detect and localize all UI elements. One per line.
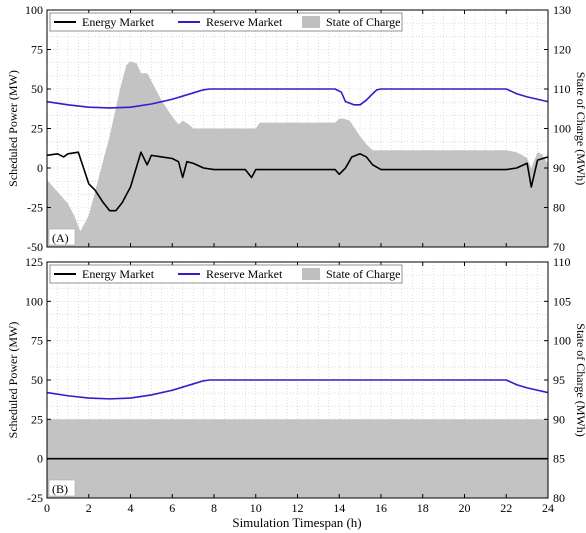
x-tick-label: 2 — [86, 501, 92, 515]
y-right-tick-label: 100 — [553, 334, 571, 348]
legend-label: Energy Market — [82, 267, 155, 281]
x-axis-title: Simulation Timespan (h) — [232, 515, 361, 530]
legend-label: State of Charge — [326, 15, 400, 29]
y-tick-label: 100 — [25, 294, 43, 308]
legend-label: Reserve Market — [206, 267, 283, 281]
y-right-tick-label: 105 — [553, 294, 571, 308]
x-tick-label: 4 — [128, 501, 134, 515]
y-right-tick-label: 70 — [553, 240, 565, 254]
legend-label: State of Charge — [326, 267, 400, 281]
panel-label: (A) — [52, 231, 69, 245]
y-tick-label: 0 — [37, 161, 43, 175]
legend: Energy Market Reserve Market State of Char… — [50, 265, 402, 283]
y-right-axis-title: State of Charge (MWh) — [574, 72, 586, 185]
y-axis-title: Scheduled Power (MW) — [6, 322, 20, 439]
y-right-tick-label: 80 — [553, 491, 565, 505]
y-tick-label: -25 — [27, 201, 43, 215]
y-tick-label: -50 — [27, 240, 43, 254]
y-tick-label: 50 — [31, 373, 43, 387]
y-right-tick-label: 90 — [553, 161, 565, 175]
y-right-tick-label: 85 — [553, 452, 565, 466]
legend: Energy Market Reserve Market State of Char… — [50, 13, 402, 31]
y-tick-label: 125 — [25, 255, 43, 269]
y-right-tick-label: 100 — [553, 122, 571, 136]
y-right-tick-label: 130 — [553, 3, 571, 17]
y-tick-label: 25 — [31, 122, 43, 136]
y-tick-label: 100 — [25, 3, 43, 17]
x-tick-label: 0 — [44, 501, 50, 515]
y-right-tick-label: 95 — [553, 373, 565, 387]
y-tick-label: 25 — [31, 412, 43, 426]
legend-swatch-state-of-charge — [302, 16, 320, 28]
panel-b-chart: 0 2 4 6 8 10 12 14 16 18 20 22 24-250255075100125808… — [6, 255, 586, 515]
panel-a-chart: -50 -25 0 25 50 75 100 70 80 90 100 110 120 130 Schedu… — [6, 3, 586, 254]
y-right-tick-label: 90 — [553, 412, 565, 426]
y-right-tick-label: 110 — [553, 255, 571, 269]
x-tick-label: 14 — [333, 501, 345, 515]
x-tick-label: 22 — [500, 501, 512, 515]
x-tick-label: 16 — [375, 501, 387, 515]
y-right-tick-label: 110 — [553, 82, 571, 96]
y-tick-label: 75 — [31, 43, 43, 57]
legend-swatch-state-of-charge — [302, 268, 320, 280]
panel-label: (B) — [52, 482, 68, 496]
x-tick-label: 12 — [292, 501, 304, 515]
x-tick-label: 6 — [169, 501, 175, 515]
plot-area — [47, 61, 548, 247]
y-right-tick-label: 80 — [553, 201, 565, 215]
y-tick-label: -25 — [27, 491, 43, 505]
x-tick-label: 8 — [211, 501, 217, 515]
x-tick-label: 18 — [417, 501, 429, 515]
y-tick-label: 0 — [37, 452, 43, 466]
y-right-axis-title: State of Charge (MWh) — [574, 323, 586, 436]
y-right-tick-label: 120 — [553, 43, 571, 57]
legend-label: Reserve Market — [206, 15, 283, 29]
legend-label: Energy Market — [82, 15, 155, 29]
x-tick-label: 10 — [250, 501, 262, 515]
y-tick-label: 75 — [31, 334, 43, 348]
x-tick-label: 20 — [459, 501, 471, 515]
y-axis-title: Scheduled Power (MW) — [6, 70, 20, 187]
y-tick-label: 50 — [31, 82, 43, 96]
